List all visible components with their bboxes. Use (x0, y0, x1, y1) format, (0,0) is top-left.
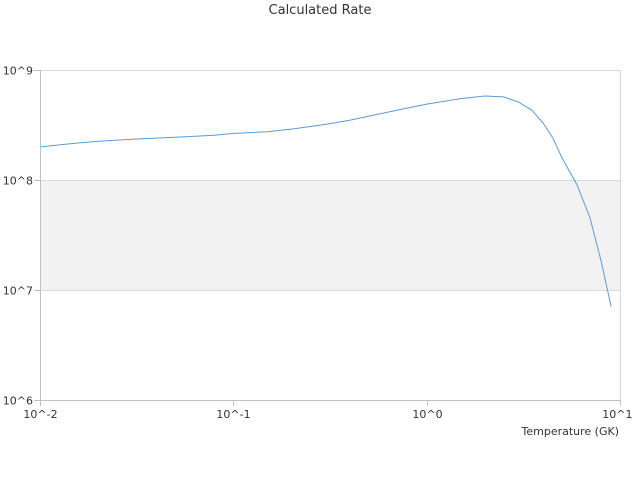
y-tick-label: 10^8 (3, 175, 33, 188)
y-tick-label: 10^6 (3, 395, 33, 408)
x-tick-label: 10^-1 (216, 408, 250, 421)
x-tick-label: 10^-2 (23, 408, 57, 421)
chart-title: Calculated Rate (268, 3, 372, 18)
x-tick-label: 10^0 (412, 408, 442, 421)
x-tick-label: 10^1 (602, 408, 632, 421)
background-bands (40, 180, 620, 290)
y-tick-label: 10^7 (3, 285, 33, 298)
axes-layer: 10^9 10^8 10^7 10^610^-2 10^-1 10^0 10^1 (3, 65, 633, 422)
plot-band (40, 180, 620, 290)
series-layer (39, 95, 612, 308)
x-axis-title: Temperature (GK) (521, 425, 620, 438)
series-line (39, 95, 612, 308)
y-tick-label: 10^9 (3, 65, 33, 78)
